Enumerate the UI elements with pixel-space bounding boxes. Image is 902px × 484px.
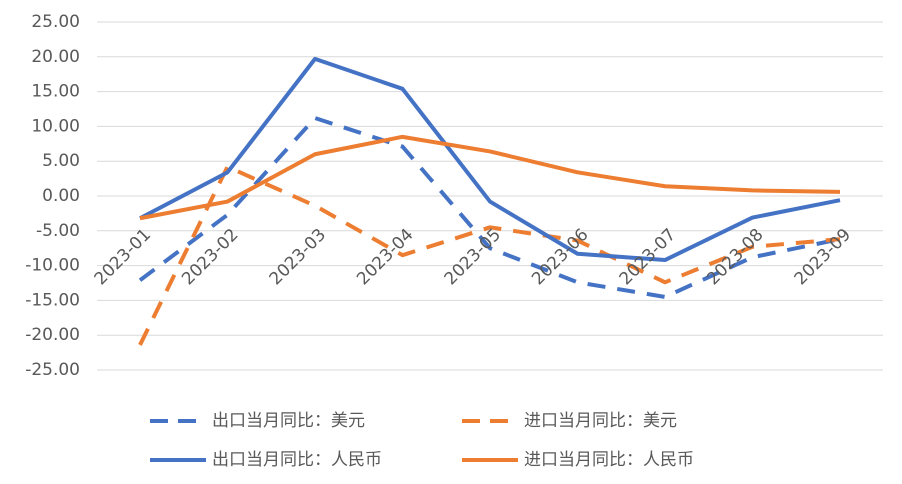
y-tick-label: 15.00 <box>31 82 80 102</box>
x-tick-label: 2023-01 <box>91 225 155 289</box>
legend-label: 出口当月同比：人民币 <box>212 450 382 470</box>
y-tick-label: 25.00 <box>31 12 80 32</box>
y-tick-label: 0.00 <box>42 186 80 206</box>
x-tick-label: 2023-02 <box>178 225 242 289</box>
legend-label: 进口当月同比：美元 <box>524 411 677 431</box>
series-line <box>139 56 841 263</box>
y-tick-label: 5.00 <box>42 151 80 171</box>
x-tick-label: 2023-08 <box>703 225 767 289</box>
legend-label: 出口当月同比：美元 <box>212 411 365 431</box>
y-tick-label: -10.00 <box>25 256 80 276</box>
y-tick-label: -15.00 <box>25 290 80 310</box>
x-tick-label: 2023-09 <box>791 225 855 289</box>
y-tick-label: -20.00 <box>25 325 80 345</box>
x-tick-label: 2023-04 <box>353 225 417 289</box>
legend-label: 进口当月同比：人民币 <box>524 450 694 470</box>
y-tick-label: -5.00 <box>36 221 80 241</box>
x-tick-label: 2023-06 <box>528 225 592 289</box>
y-tick-label: 20.00 <box>31 47 80 67</box>
x-tick-label: 2023-05 <box>441 225 505 289</box>
y-tick-label: -25.00 <box>25 360 80 380</box>
y-tick-label: 10.00 <box>31 116 80 136</box>
x-tick-label: 2023-03 <box>266 225 330 289</box>
series-line <box>138 164 841 346</box>
series-line <box>139 134 841 221</box>
series-line <box>138 116 841 299</box>
